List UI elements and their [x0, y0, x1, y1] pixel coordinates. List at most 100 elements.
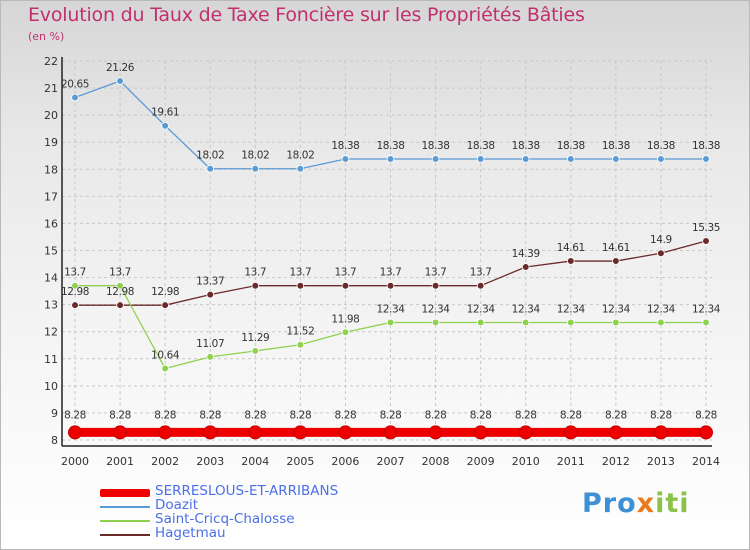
- y-tick-label: 18: [44, 163, 58, 176]
- series-point: [702, 318, 710, 327]
- data-label: 8.28: [64, 409, 86, 421]
- data-label: 21.26: [106, 62, 135, 74]
- x-tick-label: 2013: [647, 455, 675, 468]
- data-label: 12.34: [467, 304, 496, 316]
- series-point: [248, 425, 263, 440]
- data-label: 8.28: [109, 409, 131, 421]
- legend-swatch-doazit: [100, 506, 150, 508]
- x-tick-label: 2010: [512, 455, 540, 468]
- series-point: [612, 318, 620, 327]
- series-point: [566, 257, 575, 265]
- data-label: 11.98: [331, 313, 359, 325]
- x-tick-label: 2007: [377, 455, 405, 468]
- data-label: 8.28: [560, 409, 582, 421]
- x-tick-label: 2001: [106, 455, 134, 468]
- series-point: [293, 425, 308, 440]
- series-point: [702, 237, 710, 245]
- legend-swatch-serreslous: [100, 489, 150, 497]
- x-tick-label: 2012: [602, 455, 630, 468]
- data-label: 18.02: [286, 150, 314, 162]
- chart-subtitle: (en %): [28, 30, 65, 43]
- series-point: [563, 425, 578, 440]
- series-point: [116, 77, 124, 85]
- series-point: [521, 318, 530, 327]
- series-point: [473, 425, 488, 440]
- data-label: 8.28: [289, 409, 311, 421]
- series-point: [203, 425, 218, 440]
- data-label: 18.02: [196, 150, 224, 162]
- series-point: [251, 164, 260, 173]
- y-tick-label: 16: [44, 217, 58, 230]
- data-label: 13.7: [289, 267, 311, 279]
- series-point: [341, 281, 350, 290]
- series-point: [206, 164, 215, 173]
- y-tick-label: 12: [44, 326, 58, 339]
- series-point: [341, 155, 350, 163]
- data-label: 8.28: [335, 409, 357, 421]
- data-label: 8.28: [650, 409, 672, 421]
- data-label: 12.98: [106, 286, 134, 298]
- data-label: 18.38: [376, 140, 404, 152]
- y-tick-label: 8: [51, 434, 58, 447]
- data-label: 12.34: [692, 304, 721, 316]
- data-label: 12.34: [602, 304, 631, 316]
- series-point: [476, 318, 485, 327]
- data-label: 10.64: [151, 350, 180, 362]
- x-tick-label: 2004: [241, 455, 269, 468]
- series-point: [161, 121, 169, 130]
- data-label: 13.7: [109, 267, 131, 279]
- x-tick-label: 2008: [422, 455, 450, 468]
- series-point: [386, 318, 395, 327]
- proxiti-logo: Proxiti: [582, 488, 690, 519]
- data-label: 14.61: [557, 242, 585, 254]
- data-label: 8.28: [154, 409, 176, 421]
- data-label: 18.38: [602, 140, 630, 152]
- series-point: [341, 328, 350, 337]
- x-tick-label: 2009: [467, 455, 495, 468]
- series-point: [296, 281, 305, 290]
- series-point: [476, 281, 485, 290]
- series-point: [431, 155, 440, 163]
- x-tick-label: 2002: [151, 455, 179, 468]
- data-label: 8.28: [695, 409, 717, 421]
- y-tick-label: 19: [44, 136, 58, 149]
- series-point: [113, 425, 128, 440]
- series-point: [161, 364, 169, 373]
- series-point: [206, 290, 215, 299]
- series-point: [702, 155, 710, 163]
- series-point: [338, 425, 353, 440]
- data-label: 11.52: [286, 326, 314, 338]
- data-label: 13.7: [64, 267, 86, 279]
- data-label: 15.35: [692, 222, 720, 234]
- legend-label-saint-cricq: Saint-Cricq-Chalosse: [155, 511, 295, 527]
- data-label: 18.38: [692, 140, 720, 152]
- data-labels: 20.65 21.26 19.61 18.02 18.02 18.02 18.38 18.38…: [61, 62, 721, 421]
- series-point: [386, 155, 395, 163]
- data-label: 13.7: [244, 267, 266, 279]
- series-layer: [68, 77, 713, 440]
- series-point: [612, 257, 620, 265]
- y-tick-label: 22: [44, 55, 58, 68]
- data-label: 13.7: [380, 267, 402, 279]
- y-tick-label: 13: [44, 299, 58, 312]
- series-point: [68, 425, 82, 440]
- series-point: [116, 281, 124, 290]
- data-label: 8.28: [515, 409, 537, 421]
- series-point: [431, 281, 440, 290]
- series-point: [431, 318, 440, 327]
- series-point: [206, 353, 215, 361]
- y-tick-label: 21: [44, 82, 58, 95]
- y-tick-label: 10: [44, 380, 58, 393]
- series-point: [566, 155, 575, 163]
- series-point: [383, 425, 398, 440]
- data-label: 18.38: [647, 140, 675, 152]
- data-label: 13.37: [196, 276, 224, 288]
- data-label: 18.38: [512, 140, 540, 152]
- x-tick-label: 2006: [331, 455, 359, 468]
- legend-label-serreslous: SERRESLOUS-ET-ARRIBANS: [155, 483, 339, 499]
- data-label: 8.28: [244, 409, 266, 421]
- data-label: 12.34: [422, 304, 451, 316]
- data-label: 19.61: [151, 107, 179, 119]
- series-point: [476, 155, 485, 163]
